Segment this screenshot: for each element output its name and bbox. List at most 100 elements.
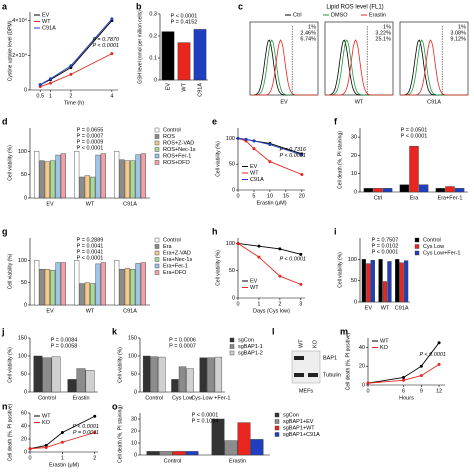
bar — [79, 176, 85, 199]
bar — [207, 357, 215, 393]
bar — [42, 357, 52, 393]
lane-label: KO — [312, 339, 318, 348]
bar — [435, 188, 446, 193]
series-line — [29, 432, 95, 450]
y-tick-label: 60 — [21, 410, 27, 416]
y-tick-label: 40 — [359, 345, 365, 351]
y-tick-label: 0 — [24, 389, 27, 395]
bar — [124, 160, 130, 199]
x-tick-label: WT — [86, 201, 95, 207]
legend-label: Era — [163, 244, 173, 250]
bar — [74, 151, 80, 199]
bar — [60, 153, 66, 199]
legend-label: C91A — [250, 177, 264, 183]
annotation: P = 0.0009 — [77, 139, 104, 145]
y-tick-label: 100 — [18, 353, 27, 359]
y-tick-label: 30 — [351, 135, 357, 141]
y-tick-label: 0 — [24, 302, 27, 308]
y-axis-label: Cell death (%, PI staining) — [337, 131, 343, 189]
bar — [119, 269, 125, 306]
y-tick-label: 0 — [24, 449, 27, 455]
bar — [55, 154, 61, 199]
bar — [67, 379, 77, 393]
bar — [445, 186, 455, 193]
bar — [60, 262, 66, 306]
legend-swatch — [274, 419, 280, 424]
legend-swatch — [414, 250, 420, 256]
band — [294, 356, 304, 360]
y-tick-label: 20 — [131, 428, 137, 434]
y-tick-label: 20 — [359, 364, 365, 370]
annotation: P = 0.7507 — [372, 237, 399, 243]
y-tick-label: 50 — [21, 280, 27, 286]
point — [110, 52, 114, 56]
y-tick-label: 20 — [351, 153, 357, 159]
x-tick-label: Ctrl — [374, 195, 383, 201]
percent-label: 3.22% — [375, 30, 391, 36]
annotation: P < 0.0001 — [171, 13, 198, 19]
bar — [130, 160, 136, 199]
blot — [291, 350, 321, 384]
x-tick-label: 15 — [283, 193, 289, 199]
panel-letter: j — [1, 326, 5, 336]
legend-swatch — [154, 244, 160, 249]
bar — [100, 262, 106, 306]
bar — [95, 263, 101, 306]
bar — [135, 154, 141, 199]
bar — [382, 188, 393, 193]
x-tick-label: 12 — [436, 388, 442, 394]
point — [60, 431, 64, 434]
legend-swatch — [154, 153, 160, 159]
x-tick-label: 10 — [267, 193, 273, 199]
legend-label: sgBAP1+C91A — [283, 432, 320, 438]
x-tick-label: C91A — [197, 83, 203, 97]
point — [300, 173, 304, 176]
legend-swatch — [154, 134, 160, 139]
chart-title: Lipid ROS level (FL1) — [326, 5, 383, 11]
x-tick-label: EV — [165, 83, 171, 91]
legend-swatch — [154, 250, 160, 256]
y-axis-label: Cell viability (%) — [215, 250, 221, 286]
y-axis-label: GSH level (nmol per million cells) — [137, 10, 143, 84]
y-tick-label: 150 — [18, 335, 27, 341]
histogram-curve — [400, 39, 468, 96]
point — [257, 244, 261, 248]
annotation: P = 0.0041 — [77, 249, 104, 255]
bar — [237, 422, 251, 456]
bar — [186, 368, 194, 393]
bar — [90, 283, 96, 306]
y-tick-label: 100 — [18, 149, 27, 155]
legend-label: Erastin — [369, 12, 386, 18]
bar — [161, 31, 175, 81]
annotation: P = 0.7870 — [92, 37, 119, 43]
bar — [34, 151, 40, 199]
histogram-curve — [325, 39, 393, 96]
bar — [172, 451, 186, 456]
x-tick-label: 9 — [420, 388, 423, 394]
y-tick-label: 0.1 — [149, 55, 157, 61]
series-line — [29, 415, 95, 450]
x-tick-label: 4 — [110, 93, 113, 99]
x-axis-label: Days (Cys low) — [253, 308, 290, 314]
point — [110, 17, 114, 21]
annotation: P < 0.0001 — [419, 352, 446, 358]
annotation: P = 0.0006 — [169, 337, 196, 343]
bar — [378, 259, 383, 303]
x-tick-label: Cys-Low +Fer-1 — [191, 395, 230, 401]
legend-label: Ctrl — [293, 12, 302, 18]
y-tick-label: 50 — [21, 172, 27, 178]
y-tick-label: 0.2 — [149, 33, 157, 39]
legend-label: DMSO — [331, 12, 348, 18]
y-tick-label: 0 — [134, 452, 137, 458]
y-axis-label: Cystine uptake level (DPM) — [7, 20, 13, 81]
legend-label: WT — [380, 338, 389, 344]
y-tick-label: 0 — [134, 389, 137, 395]
bar — [387, 261, 392, 303]
point — [38, 83, 42, 87]
annotation: P = 0.0058 — [51, 343, 78, 349]
bar — [50, 269, 56, 306]
legend-label: Cys Low+Fer-1 — [423, 250, 460, 256]
panel-letter: g — [2, 226, 8, 236]
bar — [395, 259, 400, 303]
y-tick-label: 50 — [229, 268, 235, 274]
